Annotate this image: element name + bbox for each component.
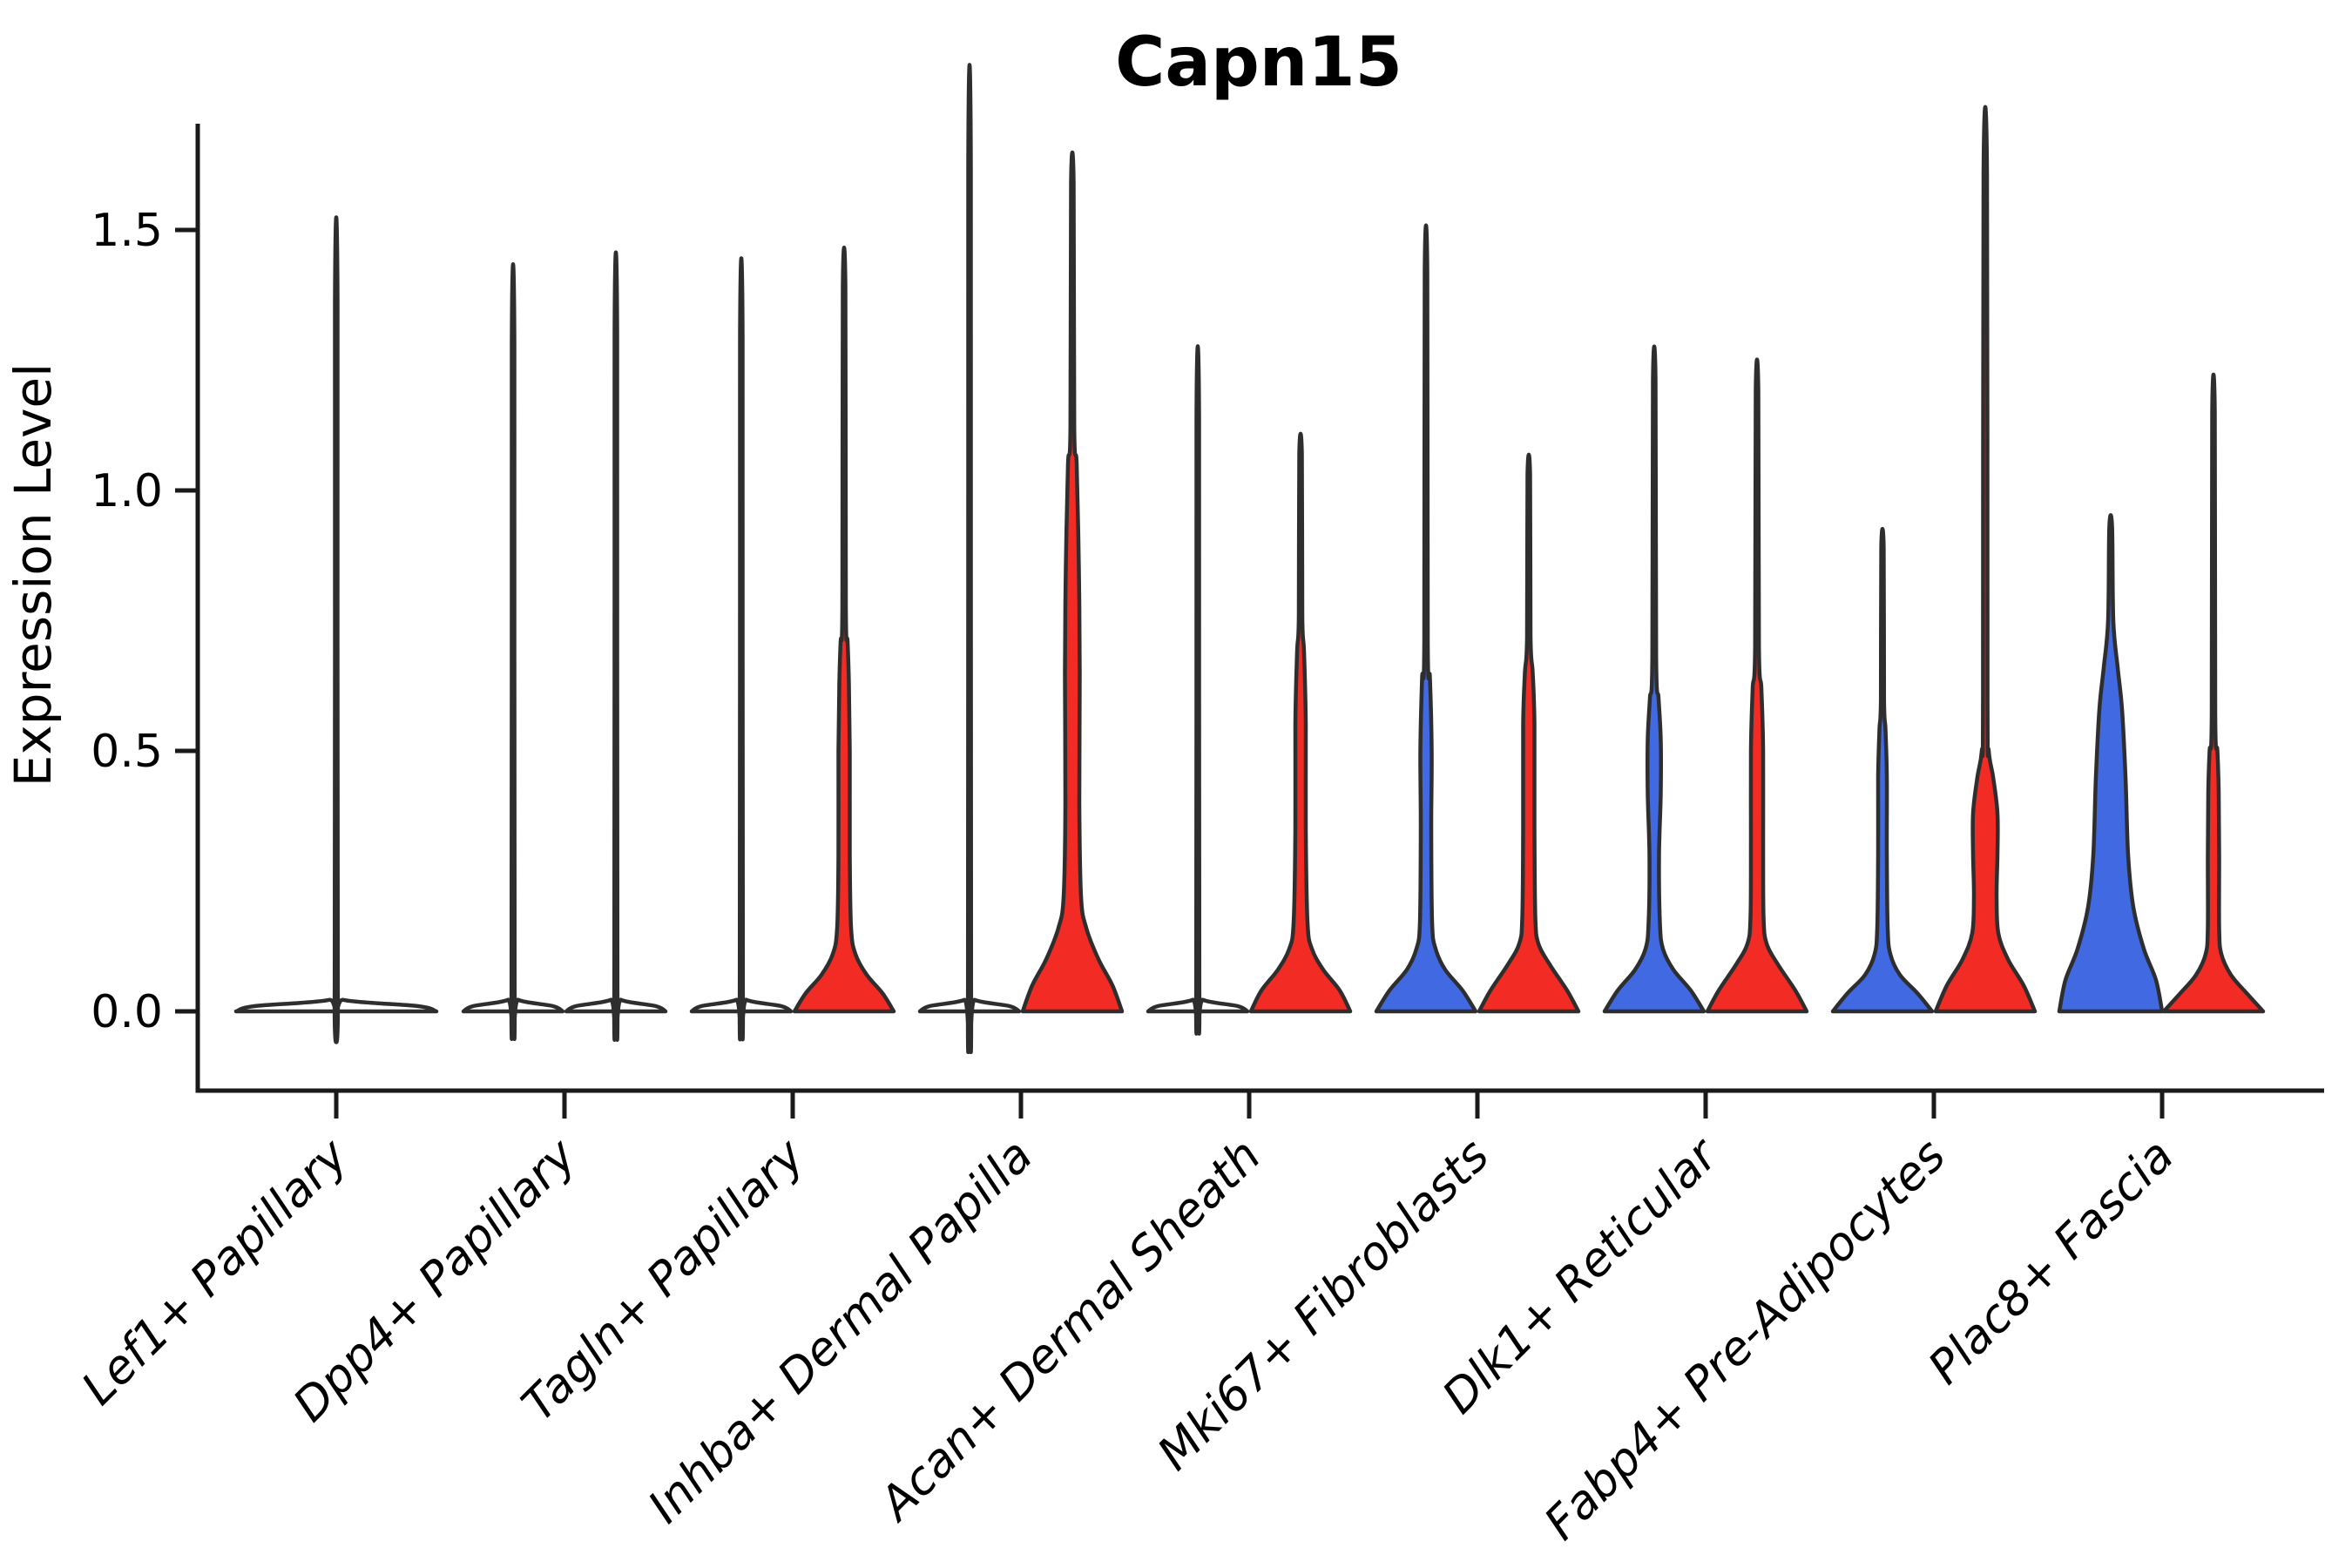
violin-dpp4-papillary-left [461,262,565,1041]
y-tick-label: 0.5 [91,726,163,778]
violin-mki67-fibroblasts-left [1374,223,1478,1014]
violin-tagln-papillary-left [689,256,794,1042]
violin-fabp4-pre-adipocytes-left [1830,526,1935,1014]
violin-inhba-dermal-papilla-left [917,63,1022,1054]
violin-acan-dermal-sheath-right [1248,431,1353,1014]
violins-layer [233,63,2266,1054]
y-tick-label: 1.5 [91,205,163,257]
y-tick-label: 1.0 [91,465,163,517]
violin-acan-dermal-sheath-left [1146,344,1250,1036]
violin-inhba-dermal-papilla-right [1020,150,1125,1014]
axes-layer [175,124,2324,1119]
x-tick-label: Plac8+ Fascia [1918,1129,2184,1395]
violin-tagln-papillary-right [792,245,896,1014]
plot-title: Capn15 [1115,24,1402,102]
x-tick-label: Fabp4+ Pre-Adipocytes [1535,1129,1957,1551]
x-tick-label: Acan+ Dermal Sheath [868,1129,1272,1532]
violin-mki67-fibroblasts-right [1477,452,1581,1014]
violin-plac8-fascia-right [2161,373,2266,1014]
y-axis-label: Expression Level [3,363,63,787]
violin-fabp4-pre-adipocytes-right [1933,105,2038,1014]
violin-dlk1-reticular-right [1705,357,1809,1014]
violin-dpp4-papillary-right [564,250,668,1042]
y-tick-label: 0.0 [91,986,163,1038]
violin-dlk1-reticular-left [1602,344,1707,1014]
violin-lef1-papillary-center [233,215,439,1044]
violin-plac8-fascia-left [2057,513,2165,1014]
x-tick-label: Inhba+ Dermal Papilla [639,1129,1043,1533]
